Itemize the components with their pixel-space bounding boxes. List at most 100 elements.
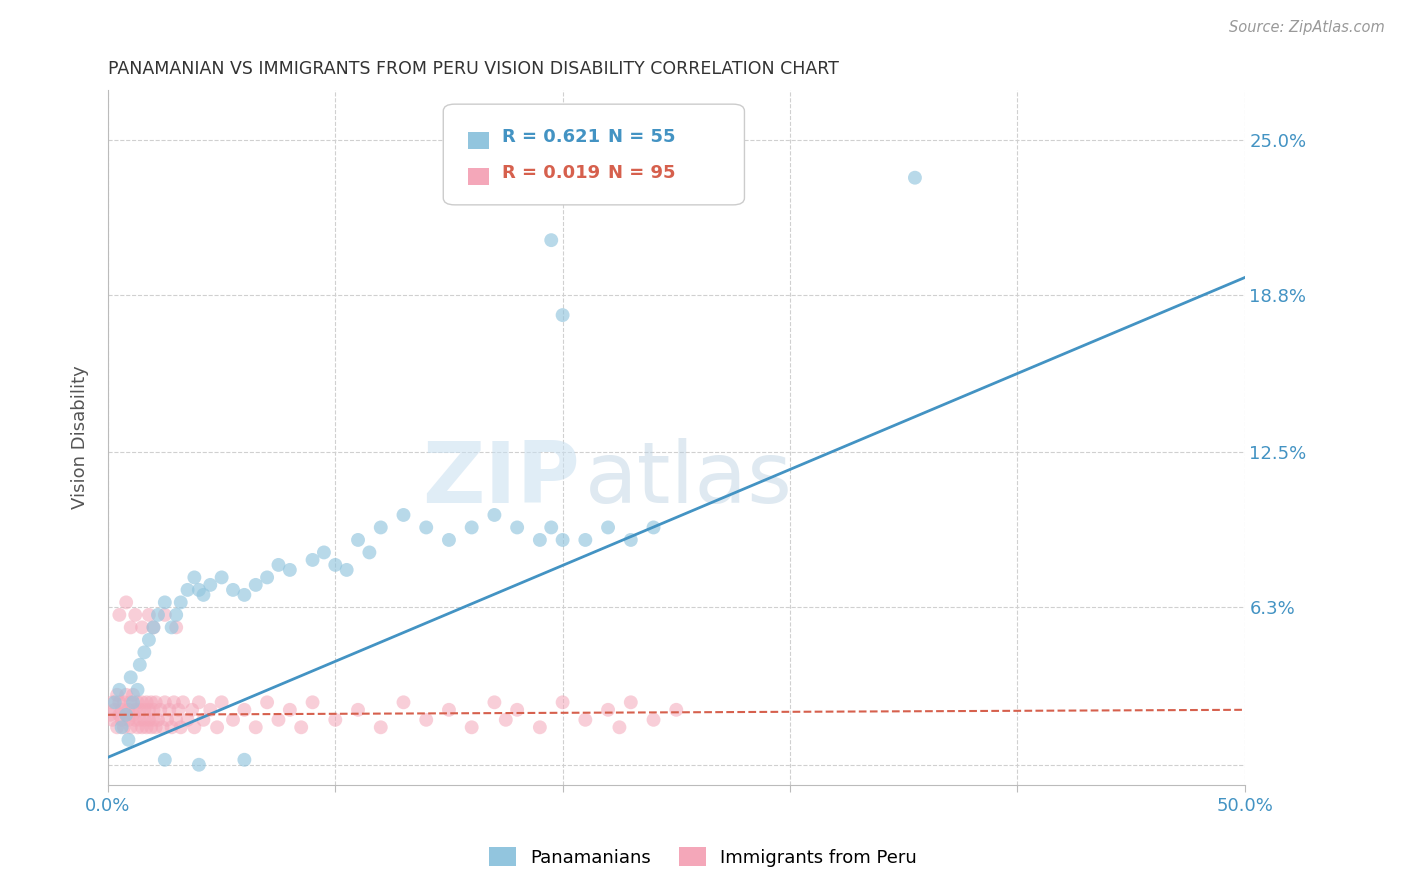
Point — [301, 553, 323, 567]
Point — [124, 703, 146, 717]
Point — [172, 695, 194, 709]
Point — [104, 703, 127, 717]
Point — [134, 645, 156, 659]
Point — [141, 695, 163, 709]
Point — [127, 695, 149, 709]
Point — [211, 695, 233, 709]
Point — [146, 607, 169, 622]
Point — [181, 703, 204, 717]
Point — [160, 720, 183, 734]
Point — [529, 533, 551, 547]
Point — [128, 713, 150, 727]
Point — [128, 703, 150, 717]
Point — [529, 720, 551, 734]
Point — [120, 720, 142, 734]
Point — [117, 703, 139, 717]
Point — [115, 707, 138, 722]
Point — [620, 533, 643, 547]
Point — [127, 720, 149, 734]
Point — [256, 695, 278, 709]
Point — [112, 695, 135, 709]
Point — [160, 620, 183, 634]
Point — [153, 607, 176, 622]
Point — [120, 695, 142, 709]
Point — [122, 707, 145, 722]
Point — [170, 720, 193, 734]
Point — [551, 695, 574, 709]
Text: Source: ZipAtlas.com: Source: ZipAtlas.com — [1229, 20, 1385, 35]
Point — [183, 570, 205, 584]
Point — [278, 563, 301, 577]
Point — [122, 695, 145, 709]
Point — [193, 588, 215, 602]
Point — [187, 757, 209, 772]
Point — [163, 695, 186, 709]
Point — [145, 720, 167, 734]
Point — [120, 670, 142, 684]
Point — [290, 720, 312, 734]
Point — [131, 620, 153, 634]
Point — [156, 713, 179, 727]
Point — [484, 508, 506, 522]
Point — [153, 753, 176, 767]
Point — [233, 753, 256, 767]
Point — [233, 703, 256, 717]
Point — [124, 713, 146, 727]
Point — [370, 720, 392, 734]
Point — [135, 695, 157, 709]
Point — [138, 607, 160, 622]
Point — [170, 595, 193, 609]
Point — [370, 520, 392, 534]
Point — [256, 570, 278, 584]
Point — [146, 713, 169, 727]
Point — [176, 582, 198, 597]
Point — [128, 657, 150, 672]
Point — [347, 703, 370, 717]
Point — [506, 703, 529, 717]
Point — [460, 720, 482, 734]
Text: ZIP: ZIP — [422, 438, 579, 521]
Point — [574, 713, 596, 727]
Point — [301, 695, 323, 709]
Point — [596, 703, 619, 717]
Point — [117, 732, 139, 747]
Point — [104, 695, 127, 709]
Point — [122, 688, 145, 702]
Point — [152, 720, 174, 734]
Point — [142, 713, 165, 727]
Y-axis label: Vision Disability: Vision Disability — [72, 366, 89, 509]
Point — [165, 620, 187, 634]
Point — [506, 520, 529, 534]
Point — [138, 632, 160, 647]
Point — [211, 570, 233, 584]
Point — [138, 703, 160, 717]
Point — [222, 713, 245, 727]
Point — [665, 703, 688, 717]
Point — [267, 713, 290, 727]
Point — [415, 713, 437, 727]
Point — [193, 713, 215, 727]
Point — [131, 695, 153, 709]
Point — [167, 703, 190, 717]
Point — [142, 703, 165, 717]
Point — [134, 703, 156, 717]
Point — [245, 578, 267, 592]
Point — [149, 703, 172, 717]
Text: PANAMANIAN VS IMMIGRANTS FROM PERU VISION DISABILITY CORRELATION CHART: PANAMANIAN VS IMMIGRANTS FROM PERU VISIO… — [108, 60, 839, 78]
Point — [111, 713, 134, 727]
Point — [312, 545, 335, 559]
Point — [105, 688, 128, 702]
Point — [153, 695, 176, 709]
Point — [267, 558, 290, 572]
Point — [551, 308, 574, 322]
Point — [115, 707, 138, 722]
Point — [108, 607, 131, 622]
Point — [115, 595, 138, 609]
Point — [165, 713, 187, 727]
Point — [347, 533, 370, 547]
Point — [596, 520, 619, 534]
FancyBboxPatch shape — [443, 104, 744, 205]
Point — [176, 713, 198, 727]
Point — [108, 695, 131, 709]
Point — [153, 595, 176, 609]
